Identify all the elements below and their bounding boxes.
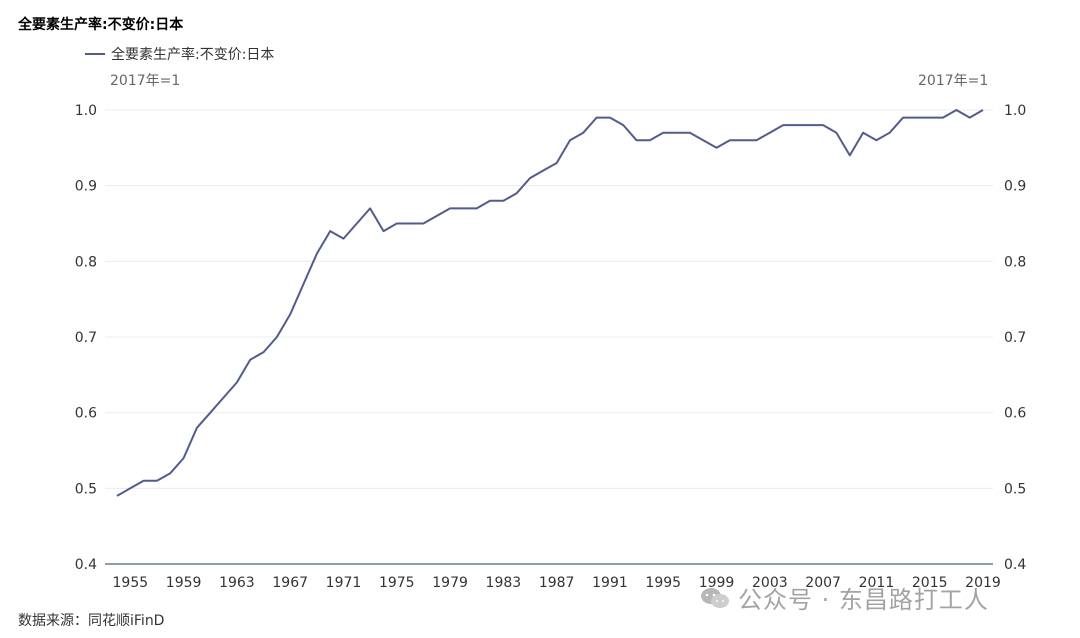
x-tick-label: 1959	[166, 575, 202, 591]
y-tick-label-right: 0.5	[1004, 481, 1026, 497]
right-axis-unit: 2017年=1	[918, 73, 989, 89]
y-tick-label-right: 0.4	[1004, 557, 1026, 573]
y-tick-label-right: 0.6	[1004, 406, 1026, 422]
x-tick-label: 2015	[912, 575, 948, 591]
y-tick-label-right: 0.8	[1004, 254, 1026, 270]
y-tick-label-left: 0.8	[75, 254, 97, 270]
watermark: 公众号 · 东昌路打工人	[700, 580, 989, 615]
x-tick-label: 1999	[699, 575, 735, 591]
x-tick-label: 2011	[859, 575, 895, 591]
x-tick-label: 2019	[965, 575, 1001, 591]
wechat-icon	[701, 587, 729, 608]
y-tick-label-right: 0.9	[1004, 179, 1026, 195]
x-tick-label: 1955	[113, 575, 149, 591]
legend-line-swatch	[85, 53, 105, 55]
y-tick-label-left: 0.6	[75, 406, 97, 422]
x-tick-label: 2003	[752, 575, 788, 591]
x-tick-label: 1963	[219, 575, 255, 591]
x-tick-label: 1979	[432, 575, 468, 591]
legend-label: 全要素生产率:不变价:日本	[111, 47, 275, 63]
x-tick-label: 1971	[326, 575, 362, 591]
y-tick-label-left: 1.0	[75, 103, 97, 119]
x-tick-label: 1983	[486, 575, 522, 591]
y-tick-label-left: 0.9	[75, 179, 97, 195]
y-tick-label-left: 0.5	[75, 481, 97, 497]
y-tick-label-right: 0.7	[1004, 330, 1026, 346]
x-tick-label: 1987	[539, 575, 575, 591]
data-source: 数据来源：同花顺iFinD	[18, 613, 165, 629]
left-axis-unit: 2017年=1	[110, 73, 181, 89]
watermark-text: 公众号 · 东昌路打工人	[738, 586, 989, 614]
x-tick-label: 1995	[645, 575, 681, 591]
legend[interactable]: 全要素生产率:不变价:日本	[85, 44, 274, 64]
x-tick-label: 2007	[805, 575, 841, 591]
x-tick-label: 1991	[592, 575, 628, 591]
y-tick-label-right: 1.0	[1004, 103, 1026, 119]
x-tick-label: 1967	[272, 575, 308, 591]
chart-title: 全要素生产率:不变价:日本	[18, 17, 184, 33]
series-line[interactable]	[116, 109, 984, 497]
x-tick-label: 1975	[379, 575, 415, 591]
y-tick-label-left: 0.4	[75, 557, 97, 573]
y-tick-label-left: 0.7	[75, 330, 97, 346]
